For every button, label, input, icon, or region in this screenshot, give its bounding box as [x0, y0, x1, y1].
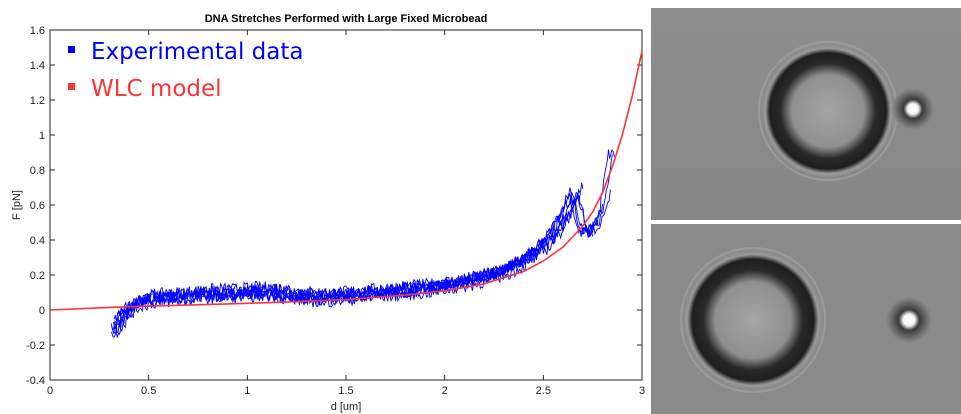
x-axis-label: d [um]	[331, 401, 362, 413]
small-microbead	[892, 88, 934, 130]
y-tick-label: 1.4	[30, 60, 45, 72]
x-tick-label: 2.5	[536, 385, 551, 397]
x-tick-label: 1.5	[338, 385, 353, 397]
x-tick-label: 2	[442, 385, 448, 397]
y-tick-label: 1.6	[30, 25, 45, 37]
microscope-image-top	[651, 8, 961, 220]
microscope-image-bottom	[651, 224, 961, 414]
experimental-trace	[111, 192, 594, 339]
legend: Experimental data WLC model	[68, 39, 304, 102]
y-tick-label: 0.8	[30, 165, 45, 177]
series-layer	[49, 50, 643, 339]
y-tick-label: 1.2	[30, 95, 45, 107]
wlc-model-line	[49, 50, 643, 311]
large-microbead	[684, 251, 822, 389]
large-microbead	[762, 45, 894, 177]
y-axis-ticks: -0.4 -0.2 0 0.2 0.4 0.6 0.8 1 1.2 1.4 1.6	[26, 25, 642, 387]
y-tick-label: 1	[39, 130, 45, 142]
experimental-trace	[113, 187, 603, 322]
bead-halo	[680, 247, 826, 393]
small-microbead	[886, 297, 932, 343]
x-tick-label: 3	[639, 385, 645, 397]
chart-title: DNA Stretches Performed with Large Fixed…	[205, 13, 488, 25]
plot-area	[49, 29, 643, 381]
y-axis-label: F [pN]	[11, 190, 23, 220]
legend-label-experimental: Experimental data	[91, 39, 304, 65]
x-axis-ticks: 0 0.5 1 1.5 2 2.5 3	[47, 30, 645, 397]
x-tick-label: 0	[47, 385, 53, 397]
force-distance-chart: DNA Stretches Performed with Large Fixed…	[11, 13, 646, 413]
legend-marker-model	[68, 83, 75, 90]
legend-label-model: WLC model	[91, 76, 222, 102]
legend-marker-experimental	[68, 46, 75, 53]
image-divider	[651, 220, 961, 224]
y-tick-label: 0	[39, 305, 45, 317]
y-tick-label: -0.2	[26, 340, 45, 352]
y-tick-label: 0.4	[30, 235, 45, 247]
y-tick-label: 0.6	[30, 200, 45, 212]
y-tick-label: -0.4	[26, 375, 45, 387]
x-tick-label: 0.5	[141, 385, 156, 397]
y-tick-label: 0.2	[30, 270, 45, 282]
x-tick-label: 1	[244, 385, 250, 397]
